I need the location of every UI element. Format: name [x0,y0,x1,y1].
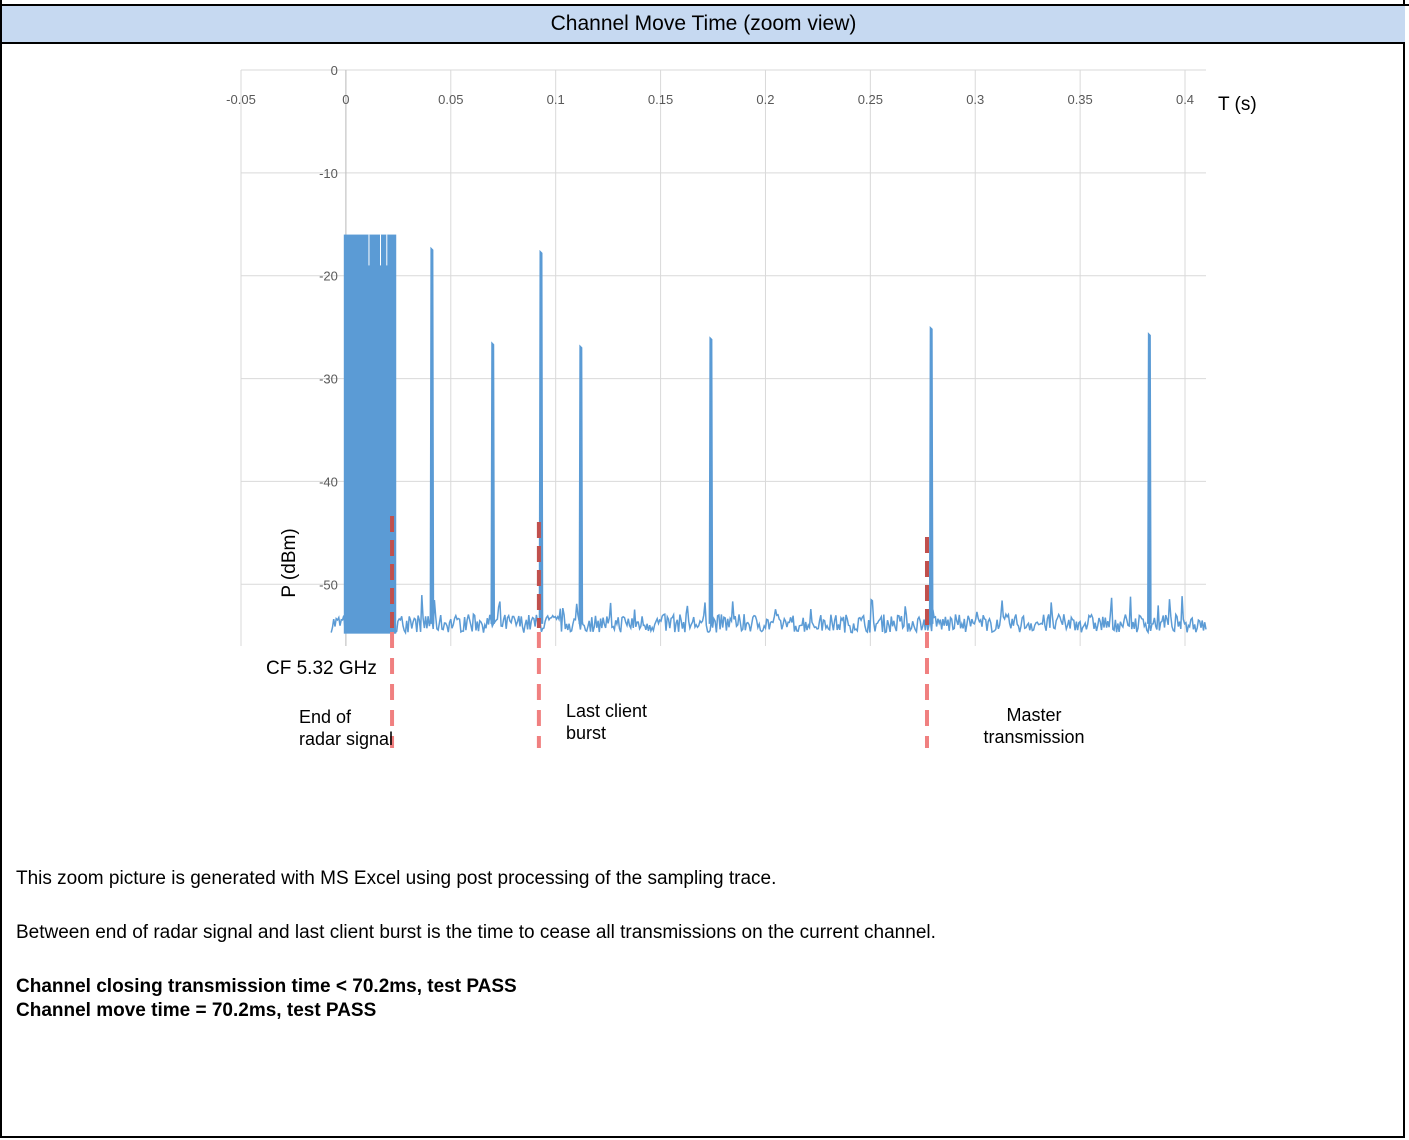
marker-label: radar signal [299,729,393,749]
burst-peak [429,246,435,624]
radar-signal-block [343,234,397,634]
x-tick-label: 0.05 [438,92,463,107]
marker-label: End of [299,707,352,727]
note-line-1: This zoom picture is generated with MS E… [16,868,777,889]
y-axis-label: P (dBm) [279,528,300,597]
x-tick-label: 0.1 [547,92,565,107]
burst-peak [928,325,934,624]
y-tick-label: -10 [319,166,338,181]
center-frequency-annotation: CF 5.32 GHz [266,658,377,679]
y-tick-label: -20 [319,269,338,284]
marker-label: transmission [983,727,1084,747]
noise-floor-trace [330,595,1207,635]
note-line-2: Between end of radar signal and last cli… [16,922,936,943]
x-tick-label: 0.25 [858,92,883,107]
marker-label: Master [1006,705,1061,725]
section-header: Channel Move Time (zoom view) [2,6,1405,44]
y-tick-label: -50 [319,577,338,592]
x-tick-label: -0.05 [226,92,256,107]
power-vs-time-chart: -0.05 0 0.05 0.1 0.15 0.2 0.25 0.3 0.35 0.4 0 -10 -2… [226,63,1257,749]
chart-tick-labels: -0.05 0 0.05 0.1 0.15 0.2 0.25 0.3 0.35 0.4 0 -10 -2… [226,63,1194,592]
x-tick-label: 0.15 [648,92,673,107]
x-tick-label: 0.3 [966,92,984,107]
burst-peak [1147,332,1152,624]
y-tick-label: -40 [319,474,338,489]
x-tick-label: 0 [342,92,349,107]
x-tick-label: 0.35 [1067,92,1092,107]
x-tick-label: 0.4 [1176,92,1194,107]
x-axis-label: T (s) [1218,94,1257,115]
marker-label: burst [566,723,606,743]
result-move-time: Channel move time = 70.2ms, test PASS [16,1000,377,1021]
burst-peak [708,336,714,624]
y-tick-label: -30 [319,372,338,387]
top-rule [0,4,1409,6]
burst-peak [490,341,496,624]
chart-trace [330,234,1207,635]
burst-peak [538,249,544,624]
burst-peak [578,344,584,624]
x-tick-label: 0.2 [756,92,774,107]
result-closing-time: Channel closing transmission time < 70.2… [16,976,517,997]
marker-label: Last client [566,701,647,721]
section-title: Channel Move Time (zoom view) [550,12,857,35]
y-tick-label: 0 [331,63,338,78]
